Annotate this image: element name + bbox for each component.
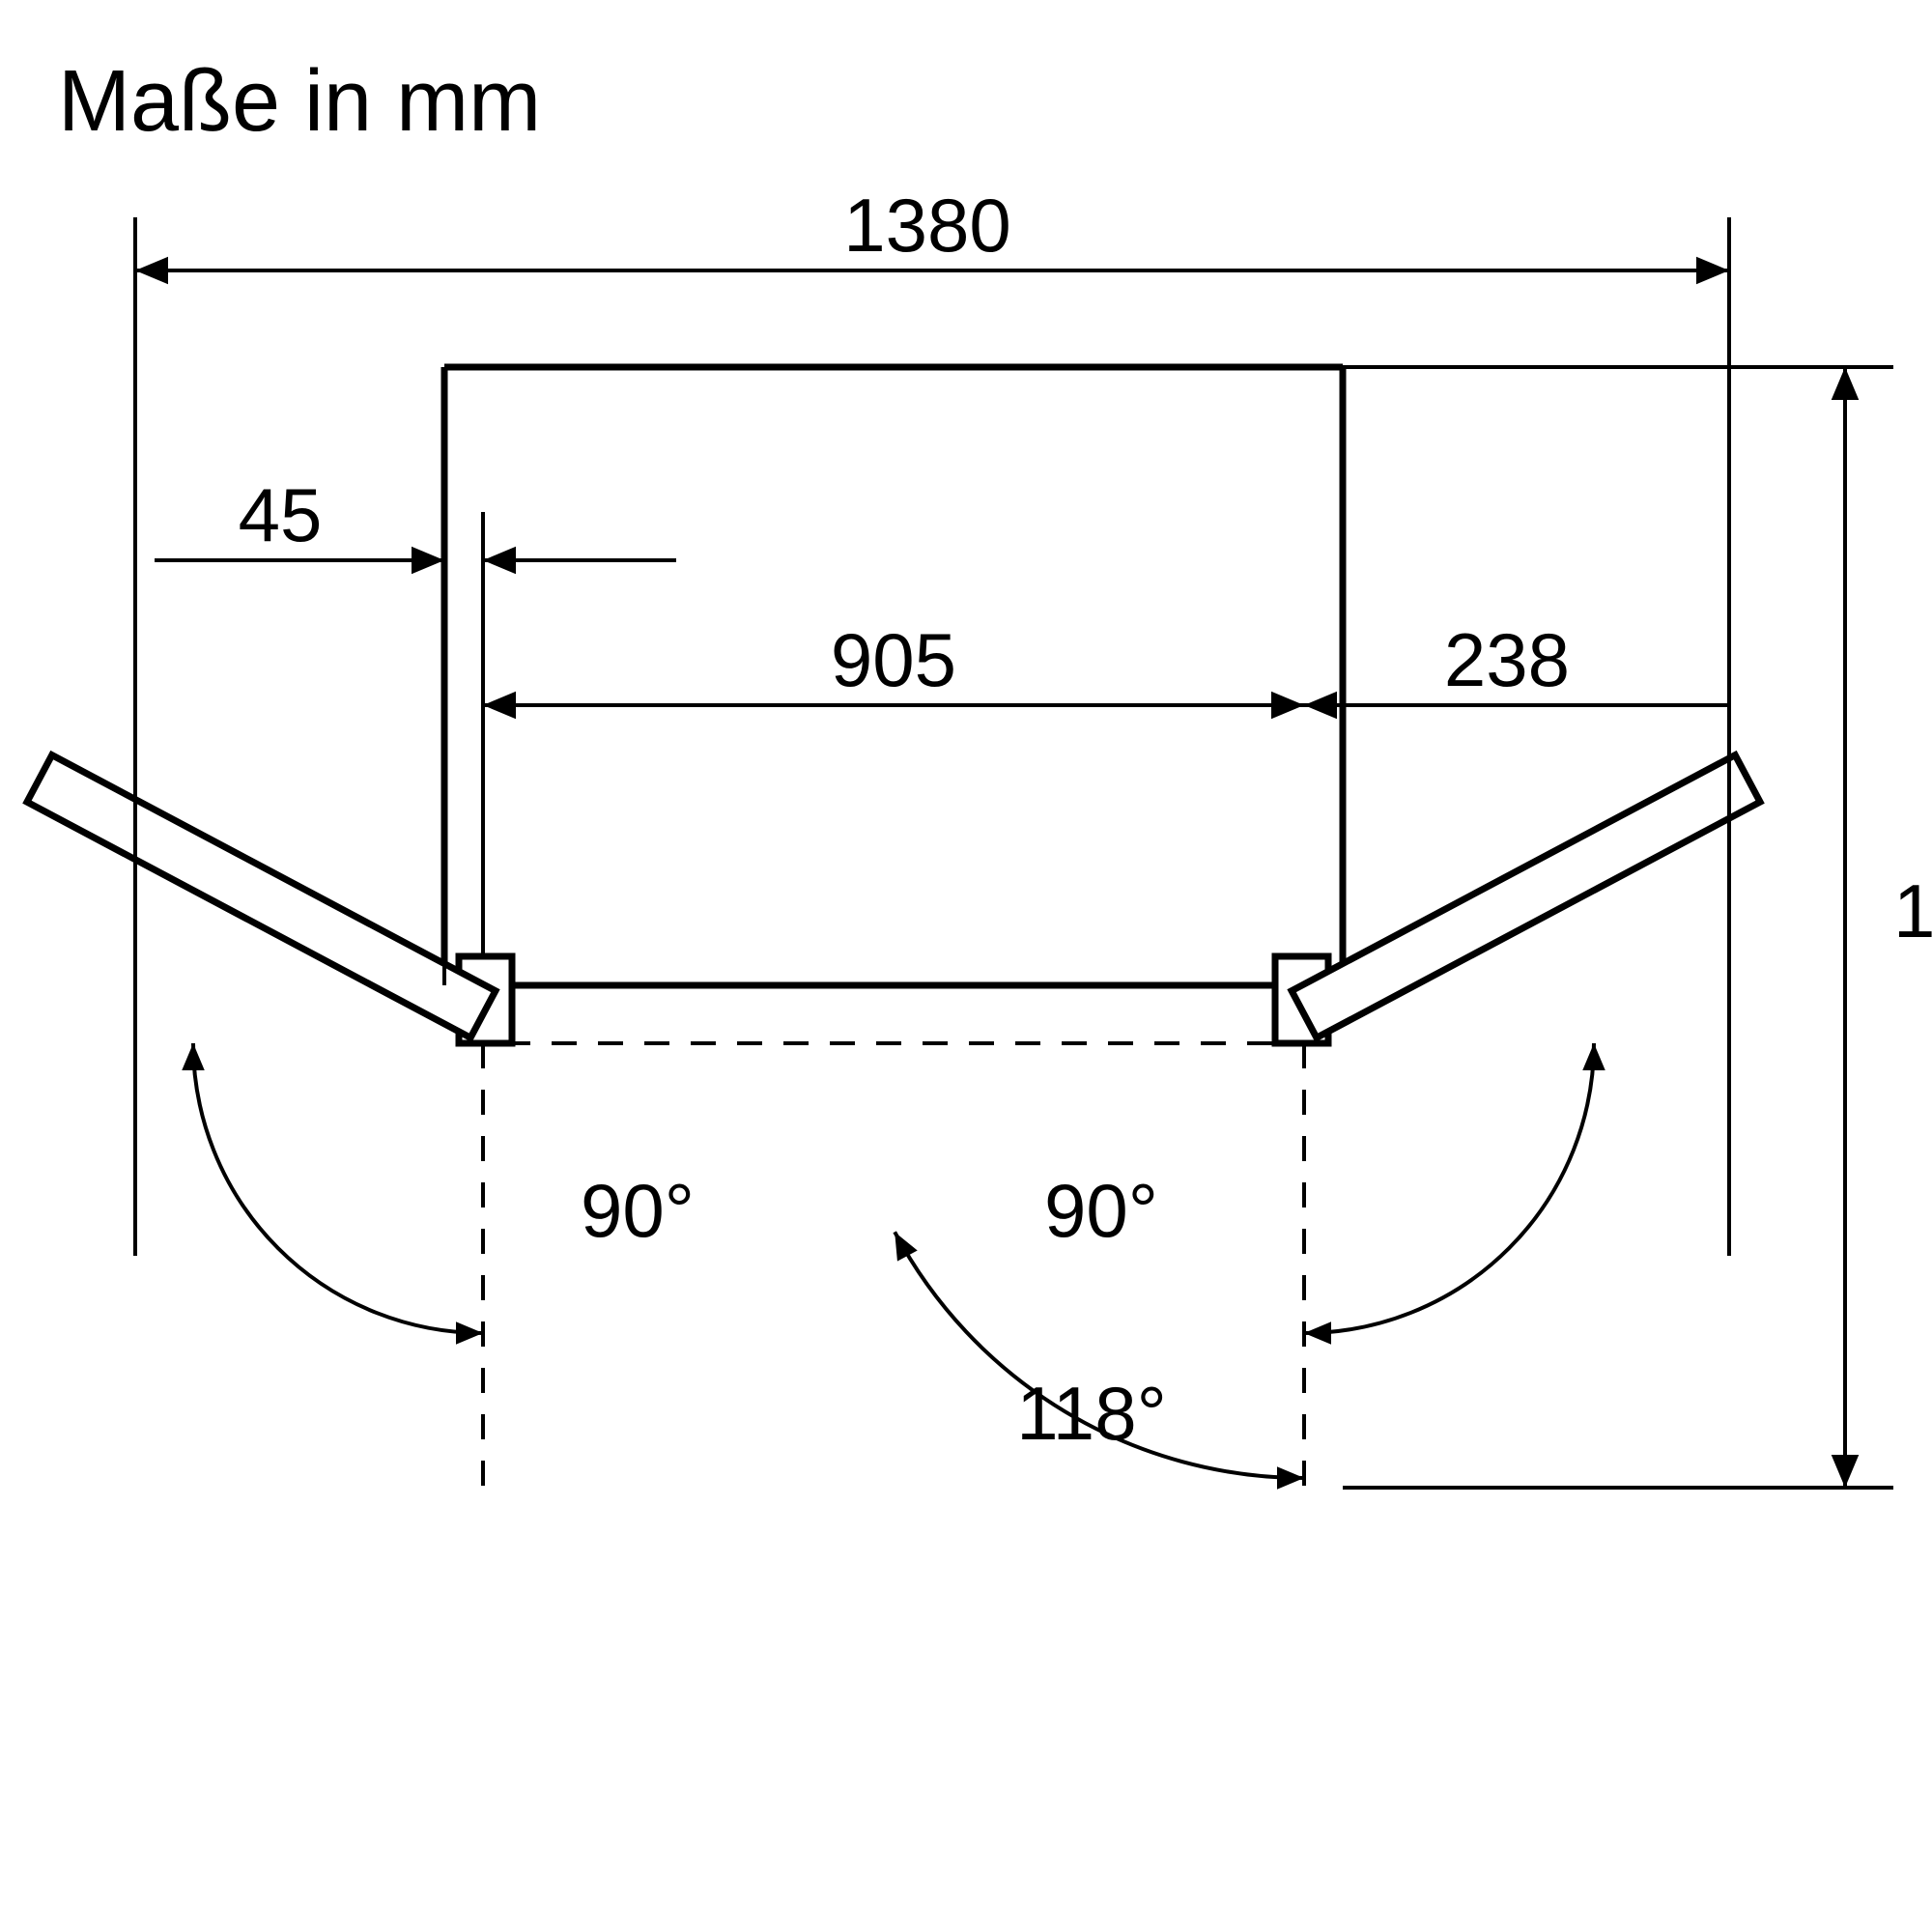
arrowhead: [1832, 367, 1860, 400]
dim-angle-90-left: 90°: [581, 1168, 695, 1253]
arrowhead: [483, 547, 516, 575]
outline-rect: [1292, 755, 1760, 1038]
arrowhead: [1582, 1043, 1605, 1070]
dim-gap-45: 45: [239, 472, 323, 557]
arrowhead: [1271, 692, 1304, 720]
arrowhead: [1696, 257, 1729, 285]
arrowhead: [1304, 692, 1337, 720]
dim-angle-118: 118°: [1016, 1371, 1167, 1456]
arrowhead: [456, 1321, 483, 1345]
diagram-title: Maße in mm: [58, 53, 541, 150]
arrowhead: [895, 1232, 918, 1261]
arrowhead: [1277, 1466, 1304, 1490]
arrowhead: [135, 257, 168, 285]
arc: [193, 1043, 483, 1333]
dim-height-1102: 1102: [1893, 868, 1932, 953]
arrowhead: [1304, 1321, 1331, 1345]
outline-rect: [27, 755, 496, 1038]
arrowhead: [412, 547, 444, 575]
arrowhead: [182, 1043, 205, 1070]
arrowhead: [1832, 1455, 1860, 1488]
dim-inner-905: 905: [831, 617, 956, 702]
dim-right-238: 238: [1444, 617, 1570, 702]
arrowhead: [483, 692, 516, 720]
dim-width-1380: 1380: [843, 183, 1011, 268]
dim-angle-90-right: 90°: [1044, 1168, 1158, 1253]
arc: [1304, 1043, 1594, 1333]
